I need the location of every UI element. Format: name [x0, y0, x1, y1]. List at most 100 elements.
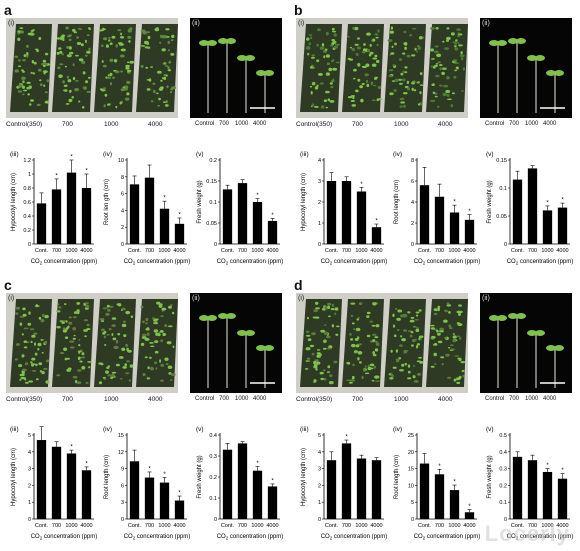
- bar: [527, 168, 538, 244]
- y-axis-label: Hypocotyl length (cm): [11, 173, 17, 231]
- bar: [159, 482, 170, 519]
- tray-label: 4000: [438, 121, 453, 128]
- significance-marker: *: [453, 200, 456, 206]
- tray-photo: [296, 18, 468, 118]
- x-axis-label: CO2 concentration (ppm): [217, 259, 284, 266]
- y-tick-label: 1: [318, 500, 321, 506]
- x-axis-label: CO2 concentration (ppm): [31, 259, 98, 266]
- bar: [326, 181, 337, 244]
- x-axis-label: CO2 concentration (ppm): [507, 259, 574, 266]
- y-tick-label: 0.8: [23, 186, 31, 192]
- bar: [51, 446, 62, 519]
- tray-label: 700: [62, 121, 73, 128]
- panel-letter: a: [4, 2, 12, 18]
- significance-marker: *: [85, 169, 88, 175]
- y-tick-label: 0: [504, 242, 507, 248]
- y-tick-label: 2: [318, 200, 321, 206]
- seedling-photo: [190, 18, 282, 118]
- seedling-label-row: Control 700 1000 4000: [485, 121, 575, 131]
- y-tick-label: 0.5: [499, 433, 507, 439]
- bar-chart-3: (v) Fresh weight (g) 0 0.1 0.2 0.3 0.4 0.5 Cont.…: [484, 423, 574, 547]
- bar-chart-1: (iii) Hypocotyl length (cm) 0 0.2 0.4 0.6 0.8 1…: [8, 148, 98, 272]
- x-tick-label: 4000: [173, 523, 185, 529]
- seedling-label: 4000: [543, 396, 557, 402]
- bar: [36, 440, 47, 519]
- bar: [419, 463, 430, 519]
- x-axis-label: CO2 concentration (ppm): [321, 534, 388, 541]
- bar: [237, 183, 248, 244]
- bar: [512, 456, 523, 519]
- x-tick-label: 700: [238, 248, 247, 254]
- bar-chart-2: (iv) Root len gth (cm) 0 2 4 6 8 10 Cont. 700 * 100…: [101, 148, 191, 272]
- tray-label: Control(350): [6, 396, 43, 403]
- chart-subpanel-label: (iv): [103, 426, 112, 433]
- x-tick-label: Cont.: [325, 248, 339, 254]
- x-tick-label: 700: [145, 248, 154, 254]
- y-tick-label: 0.15: [206, 179, 217, 185]
- bar: [144, 177, 155, 244]
- y-axis-label: Hypocotyl length (cm): [301, 448, 307, 506]
- significance-marker: *: [438, 464, 441, 470]
- x-axis-label: CO2 concentration (ppm): [217, 534, 284, 541]
- y-tick-label: 3: [121, 500, 124, 506]
- chart-subpanel-label: (v): [196, 151, 204, 158]
- y-tick-label: 5: [411, 500, 414, 506]
- bar: [434, 474, 445, 519]
- x-tick-label: 1000: [251, 248, 263, 254]
- x-axis-label: CO2 concentration (ppm): [321, 259, 388, 266]
- bar: [252, 470, 263, 519]
- seedling-label: 1000: [235, 121, 249, 127]
- y-tick-label: 9: [121, 467, 124, 473]
- seedling-label: Control: [195, 121, 215, 127]
- y-axis-label: Hypocotyl length (cm): [11, 448, 17, 506]
- x-axis-label: CO2 concentration (ppm): [507, 534, 574, 541]
- x-tick-label: Cont.: [511, 523, 525, 529]
- y-tick-label: 0.4: [23, 214, 31, 220]
- y-tick-label: 0.2: [499, 483, 507, 489]
- x-tick-label: 700: [342, 248, 351, 254]
- x-tick-label: 700: [52, 248, 61, 254]
- significance-marker: *: [256, 193, 259, 199]
- bar: [252, 202, 263, 244]
- bar: [174, 500, 185, 519]
- y-tick-label: 0.6: [23, 200, 31, 206]
- significance-marker: *: [178, 212, 181, 218]
- x-tick-label: 1000: [448, 523, 460, 529]
- seedling-label: 4000: [253, 396, 267, 402]
- x-tick-label: 4000: [370, 248, 382, 254]
- chart-subpanel-label: (iii): [300, 151, 309, 158]
- subpanel-label-ii: (ii): [192, 295, 200, 302]
- y-tick-label: 0: [28, 517, 31, 523]
- x-tick-label: 1000: [355, 248, 367, 254]
- y-axis-label: Fresh weight (g): [197, 455, 203, 498]
- significance-marker: *: [360, 182, 363, 188]
- y-tick-label: 0.3: [209, 454, 217, 460]
- bar: [51, 189, 62, 244]
- tray-label-row: Control(350) 700 1000 4000: [6, 396, 176, 406]
- seedling-label: Control: [485, 121, 505, 127]
- significance-marker: *: [468, 504, 471, 510]
- bar: [419, 185, 430, 244]
- y-tick-label: 0.1: [499, 500, 507, 506]
- y-tick-label: 0: [28, 242, 31, 248]
- bar: [464, 512, 475, 519]
- bar: [557, 207, 568, 244]
- y-tick-label: 0.1: [209, 200, 217, 206]
- significance-marker: *: [546, 463, 549, 469]
- tray-label: 4000: [438, 396, 453, 403]
- bar: [129, 184, 140, 244]
- x-tick-label: Cont.: [128, 523, 142, 529]
- chart-subpanel-label: (v): [486, 151, 494, 158]
- y-axis-label: Root len gth (cm): [104, 179, 110, 225]
- seedling-photo: [480, 18, 572, 118]
- bar-chart-1: (iii) Hypocotyl length (cm) 0 1 2 3 4 5 Cont. 700…: [8, 423, 98, 547]
- significance-marker: *: [375, 219, 378, 225]
- x-tick-label: 1000: [355, 523, 367, 529]
- x-tick-label: 700: [435, 248, 444, 254]
- bar-chart-2: (iv) Root length (cm) 0 5 10 15 20 25 Cont. * 700 *…: [391, 423, 481, 547]
- x-tick-label: 4000: [80, 248, 92, 254]
- y-tick-label: 4: [318, 158, 321, 164]
- seedling-label-row: Control 700 1000 4000: [485, 396, 575, 406]
- x-tick-label: 700: [342, 523, 351, 529]
- bar: [371, 227, 382, 244]
